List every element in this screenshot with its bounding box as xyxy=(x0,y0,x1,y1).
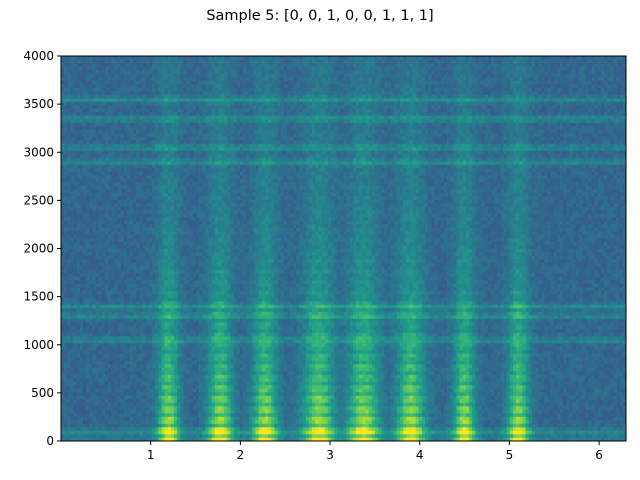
x-tick-label: 6 xyxy=(595,448,603,462)
y-tick-label: 3000 xyxy=(23,145,54,159)
y-tick-label: 500 xyxy=(31,386,54,400)
chart-title: Sample 5: [0, 0, 1, 0, 0, 1, 1, 1] xyxy=(206,8,434,24)
x-tick-label: 5 xyxy=(506,448,514,462)
x-tick-label: 2 xyxy=(237,448,245,462)
y-tick-label: 0 xyxy=(46,434,54,448)
y-tick-label: 1500 xyxy=(23,290,54,304)
x-tick-label: 3 xyxy=(326,448,334,462)
y-tick-label: 4000 xyxy=(23,49,54,63)
y-tick-label: 2000 xyxy=(23,242,54,256)
x-tick-label: 4 xyxy=(416,448,424,462)
x-axis: 1 2 3 4 5 6 xyxy=(147,441,603,462)
y-tick-label: 2500 xyxy=(23,193,54,207)
x-tick-label: 1 xyxy=(147,448,155,462)
y-tick-label: 1000 xyxy=(23,338,54,352)
plot-area xyxy=(61,56,626,441)
y-tick-label: 3500 xyxy=(23,97,54,111)
y-axis: 0 500 1000 1500 2000 2500 3000 3500 4000 xyxy=(23,49,61,448)
